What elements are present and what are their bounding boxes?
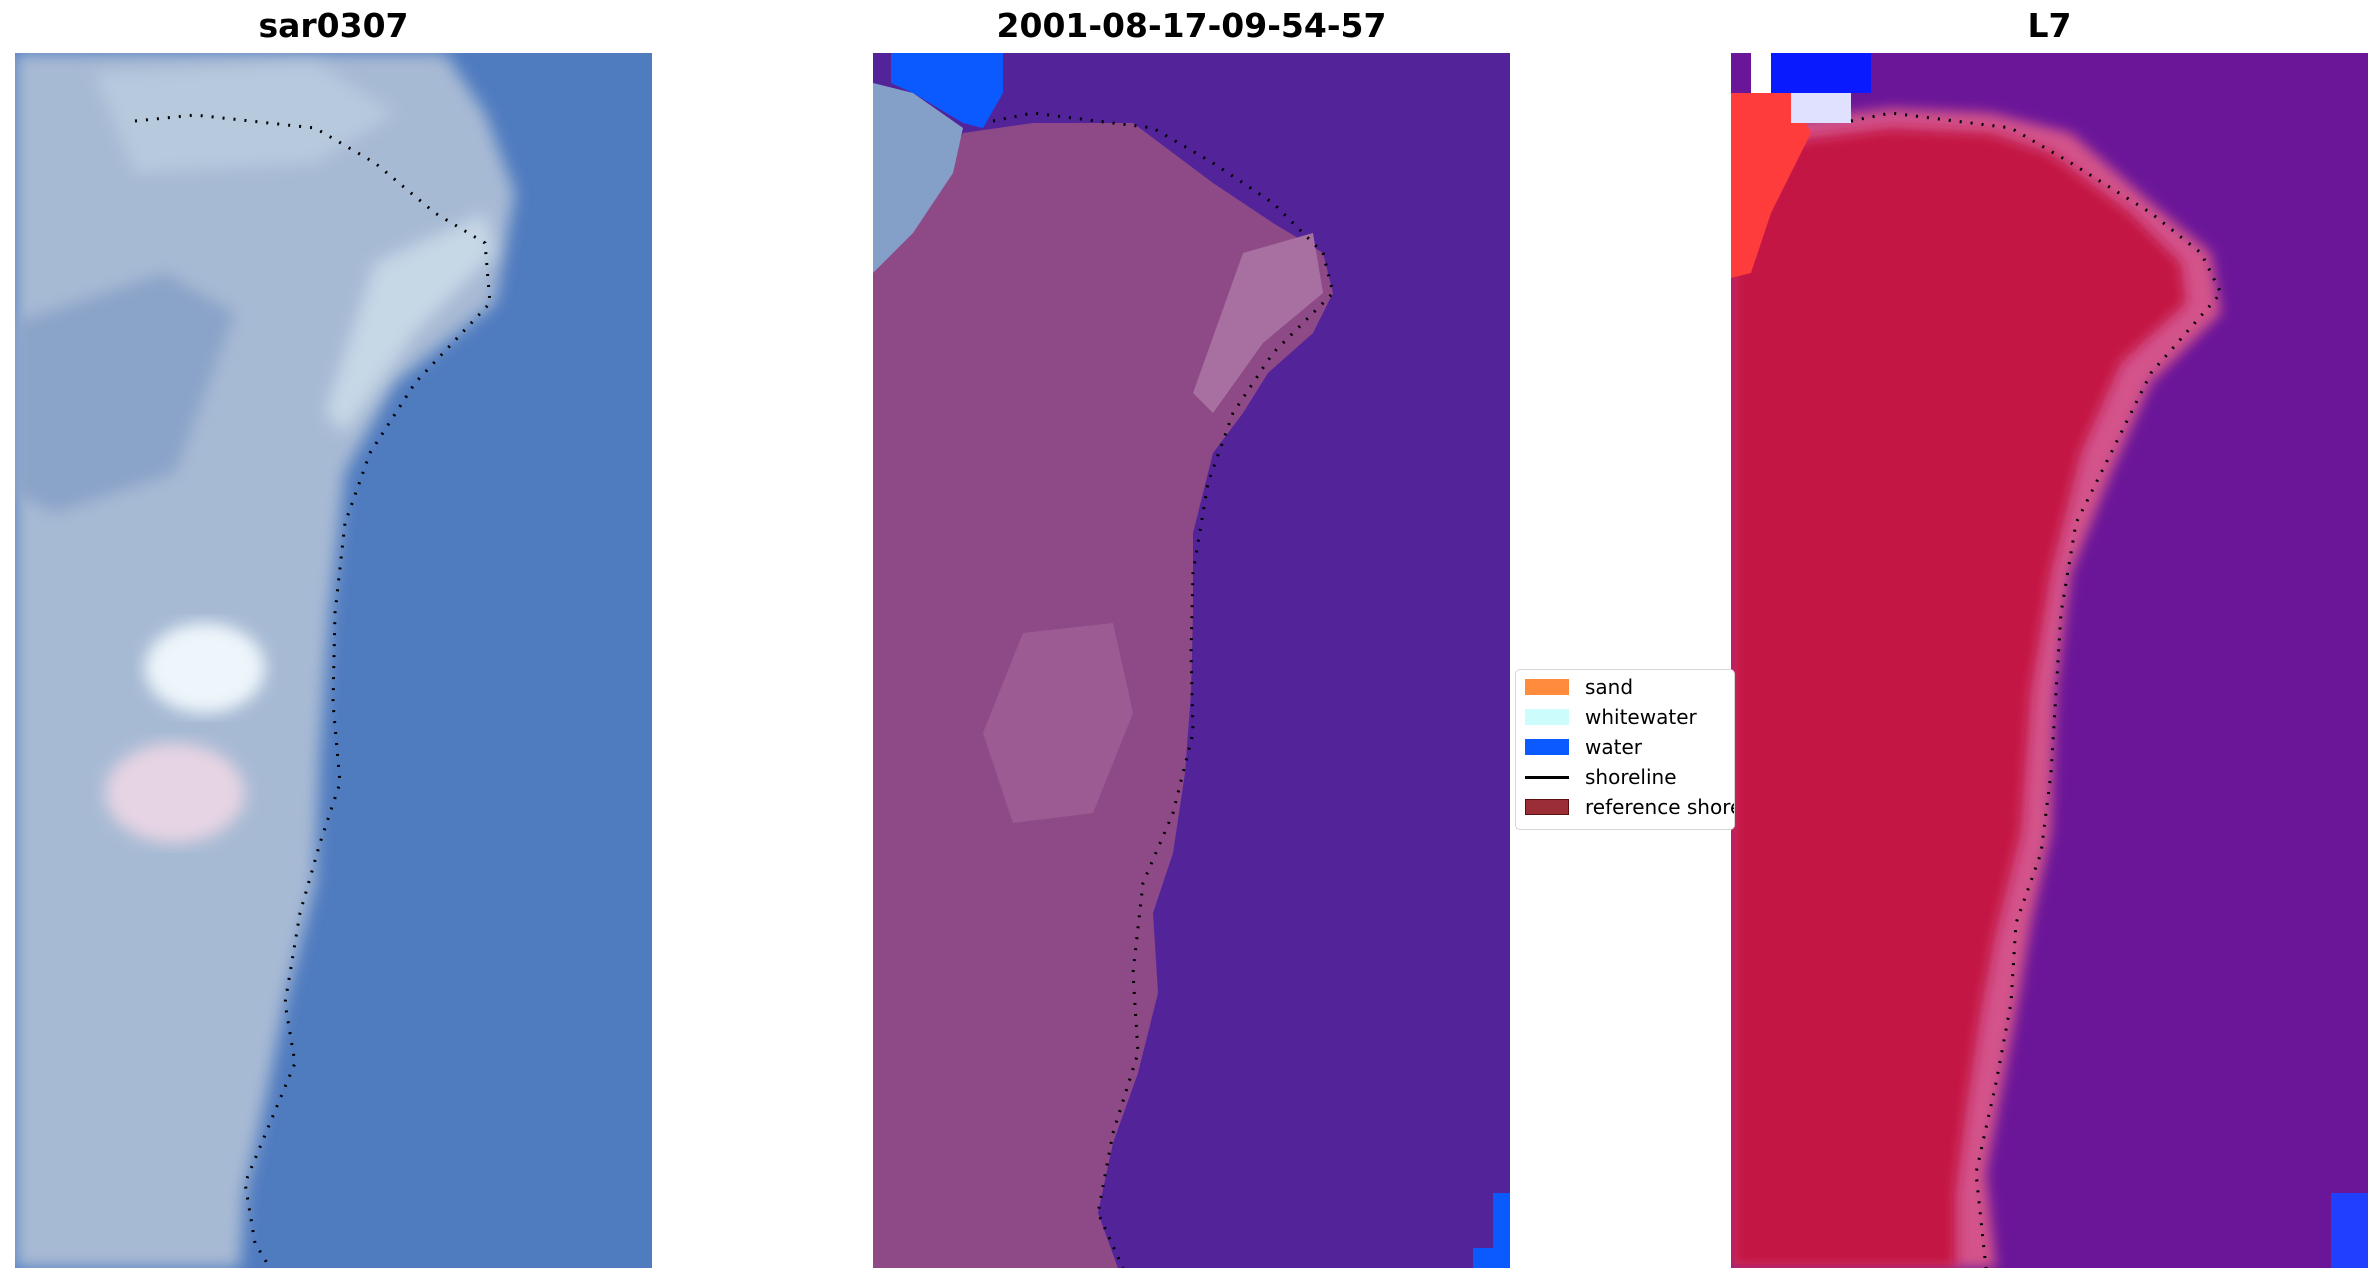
index-image-panel [1731, 53, 2368, 1268]
legend-item-reference-shoreline: reference shoreline [1525, 792, 1734, 822]
title-index-image: L7 [2027, 6, 2072, 45]
title-rgb-image: sar0307 [258, 6, 409, 45]
index-image [1731, 53, 2368, 1268]
legend-item-water: water [1525, 732, 1642, 762]
legend-label-reference-shoreline: reference shoreline [1585, 795, 1734, 819]
whitewater-swatch [1525, 709, 1569, 725]
water-swatch [1525, 739, 1569, 755]
classified-image-panel [873, 53, 1510, 1268]
rgb-image-panel [15, 53, 652, 1268]
legend-label-whitewater: whitewater [1585, 705, 1697, 729]
shoreline-line-swatch [1525, 775, 1569, 779]
legend-item-whitewater: whitewater [1525, 702, 1697, 732]
classified-image [873, 53, 1510, 1268]
legend-label-shoreline: shoreline [1585, 765, 1677, 789]
sand-swatch [1525, 679, 1569, 695]
legend: sand whitewater water shoreline referenc… [1515, 669, 1735, 830]
legend-item-sand: sand [1525, 672, 1633, 702]
legend-label-water: water [1585, 735, 1642, 759]
shoreline-line [134, 113, 492, 1268]
rgb-image [15, 53, 652, 1268]
legend-item-shoreline: shoreline [1525, 762, 1677, 792]
title-classified-image: 2001-08-17-09-54-57 [996, 6, 1387, 45]
reference-shoreline-swatch [1525, 799, 1569, 815]
legend-label-sand: sand [1585, 675, 1634, 699]
